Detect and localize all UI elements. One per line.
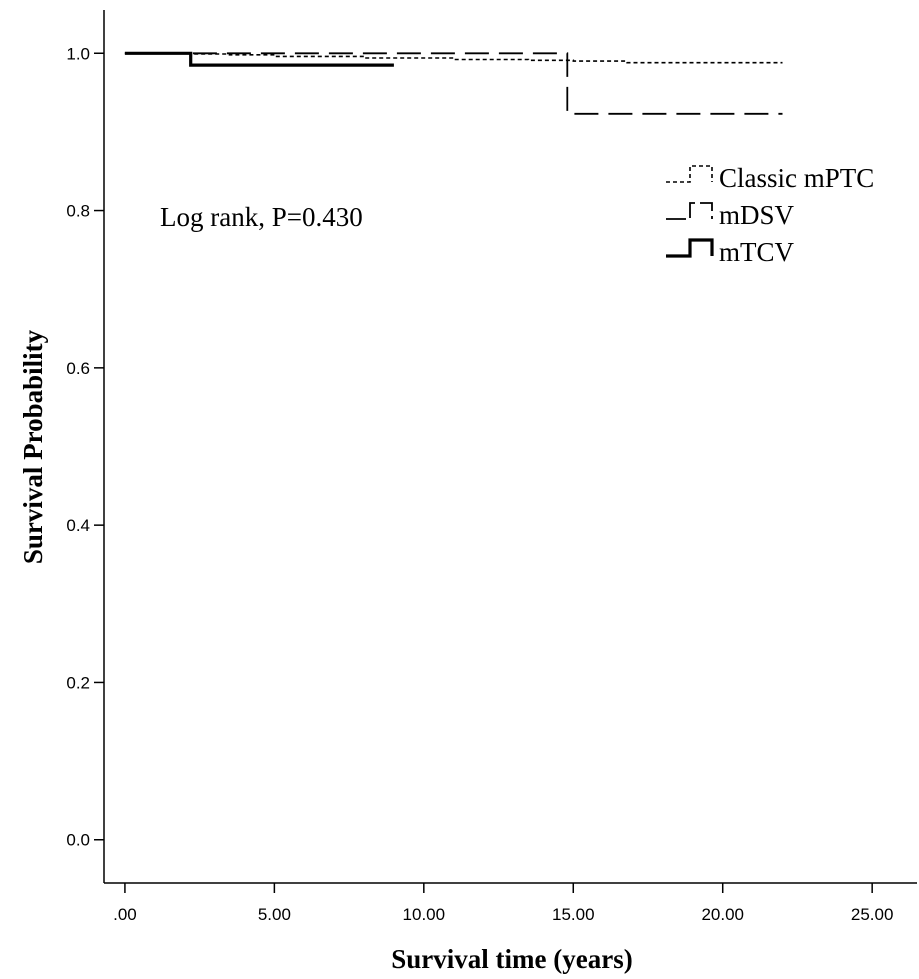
x-tick-label: .00 [113,905,137,924]
legend-swatch-mdsv [666,202,713,220]
series-layer [124,51,783,115]
x-tick-label: 5.00 [258,905,291,924]
x-tick-label: 20.00 [701,905,744,924]
y-axis-title: Survival Probability [18,329,48,564]
y-tick-label: 0.8 [66,202,90,221]
legend-label-mtcv: mTCV [719,237,795,267]
series-line-mtcv [124,51,394,67]
y-tick-label: 0.2 [66,673,90,692]
y-tick-label: 0.6 [66,359,90,378]
legend-swatch-mtcv [666,238,714,258]
x-tick-label: 25.00 [851,905,894,924]
x-tick-label: 10.00 [403,905,446,924]
legend-label-classic-mptc: Classic mPTC [719,163,874,193]
legend-swatch-classic-mptc [666,165,713,183]
legend-label-mdsv: mDSV [719,200,795,230]
x-axis-title: Survival time (years) [391,944,632,974]
legend: Classic mPTC mDSV mTCV [666,163,874,267]
y-tick-label: 1.0 [66,44,90,63]
axes: 0.0 0.2 0.4 0.6 0.8 1.0 .00 5.00 10.00 15.00 20.00… [66,10,917,924]
y-tick-label: 0.0 [66,831,90,850]
series-line-classic-mptc [124,52,783,64]
y-tick-label: 0.4 [66,516,90,535]
log-rank-annotation: Log rank, P=0.430 [160,202,363,232]
x-tick-label: 15.00 [552,905,595,924]
series-line-mdsv [124,52,783,115]
